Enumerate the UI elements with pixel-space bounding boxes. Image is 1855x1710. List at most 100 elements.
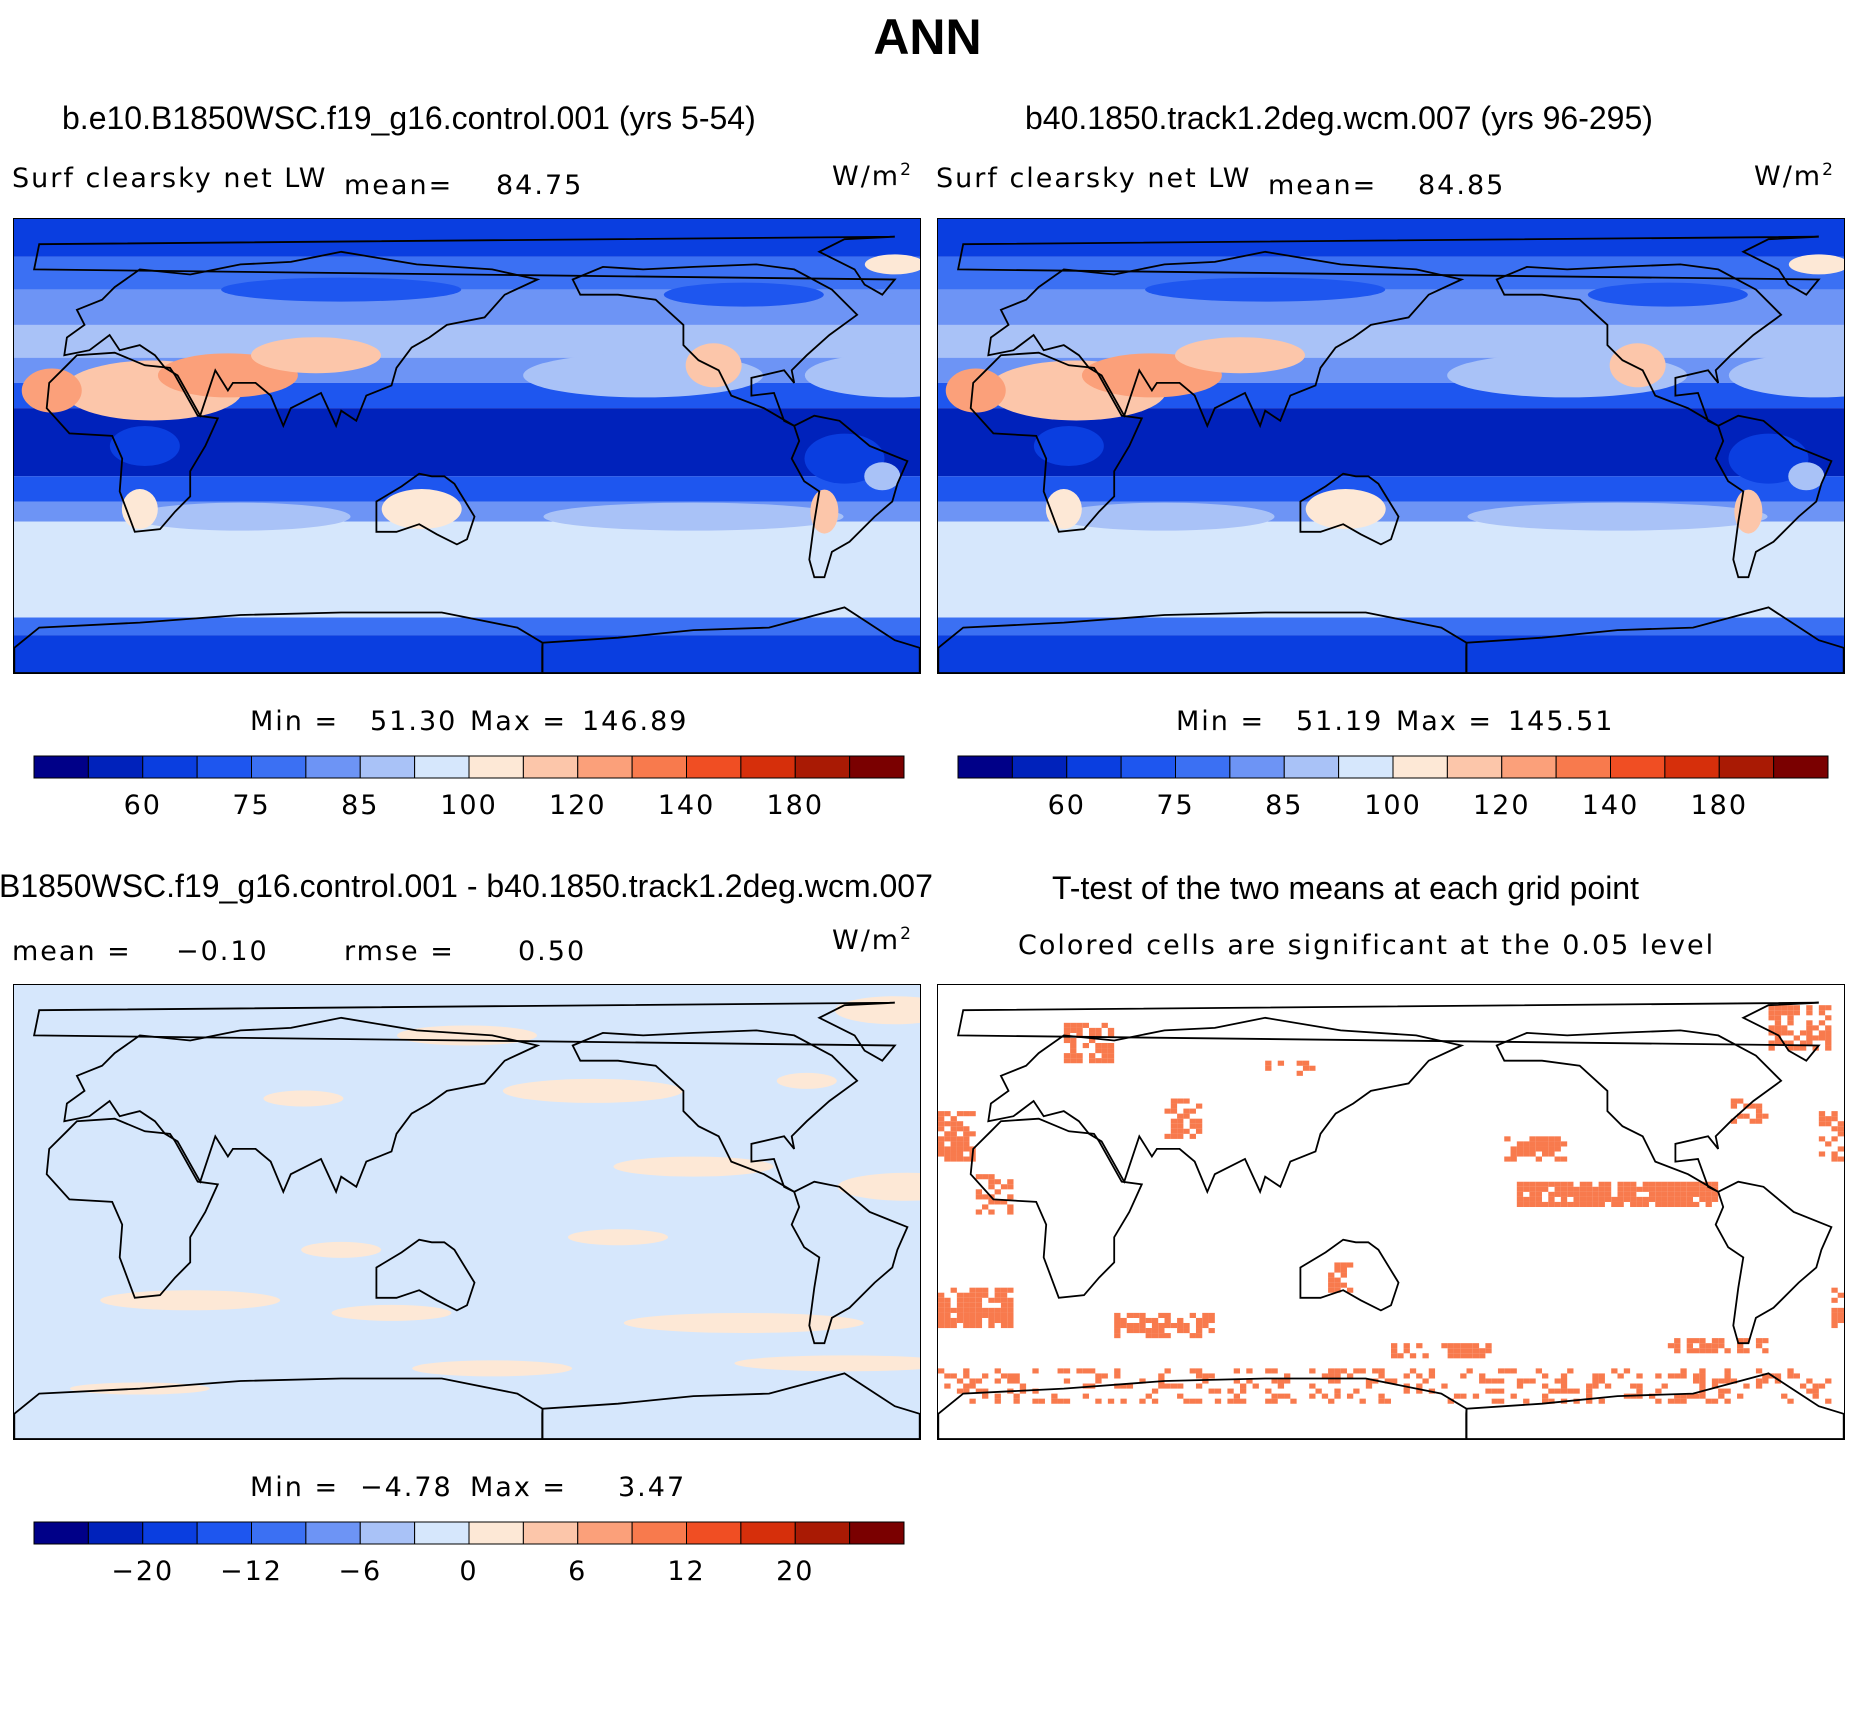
significant-cell <box>1447 1348 1454 1354</box>
significant-cell <box>1158 1328 1165 1334</box>
significant-cell <box>1365 1383 1373 1389</box>
significant-cell <box>1831 1151 1838 1157</box>
significant-cell <box>1095 1043 1102 1049</box>
colorbar-swatch <box>631 755 687 779</box>
colorbar-swatch <box>87 1521 144 1545</box>
significant-cell <box>975 1317 983 1324</box>
field-contour <box>100 1290 281 1311</box>
significant-cell <box>1655 1398 1662 1404</box>
significant-cell <box>1573 1191 1580 1197</box>
significant-cell <box>1825 1005 1832 1011</box>
significant-cell <box>1592 1373 1599 1379</box>
significant-cell <box>1195 1317 1203 1324</box>
significant-cell <box>975 1287 983 1293</box>
significant-cell <box>1195 1328 1203 1334</box>
significant-cell <box>1542 1186 1549 1192</box>
significant-cell <box>1114 1322 1121 1329</box>
significant-cell <box>1579 1181 1587 1187</box>
panel2-units: W/m2 <box>1754 160 1835 192</box>
significant-cell <box>1340 1282 1347 1288</box>
significant-cell <box>1516 1146 1524 1152</box>
significant-cell <box>938 1302 945 1308</box>
field-band <box>938 521 1844 618</box>
significant-cell <box>1195 1123 1203 1129</box>
significant-cell <box>1787 1373 1794 1379</box>
significant-cell <box>1510 1368 1517 1374</box>
significant-cell <box>1422 1353 1429 1359</box>
significant-cell <box>1189 1123 1196 1129</box>
field-band <box>14 617 920 636</box>
significant-cell <box>1346 1287 1354 1293</box>
significant-cell <box>1139 1378 1146 1384</box>
significant-cell <box>963 1373 970 1379</box>
significant-cell <box>1542 1146 1549 1152</box>
significant-cell <box>1019 1383 1027 1389</box>
field-contour <box>502 1078 683 1103</box>
significant-cell <box>982 1174 989 1180</box>
significant-cell <box>1038 1398 1045 1404</box>
significant-cell <box>1378 1373 1385 1379</box>
significant-cell <box>1548 1151 1555 1157</box>
field-contour <box>543 502 844 531</box>
panel2-mean-value: 84.85 <box>1418 170 1506 201</box>
coastline-antarctica <box>938 1377 1468 1439</box>
significant-cell <box>982 1388 989 1394</box>
significant-cell <box>1453 1348 1461 1354</box>
significant-cell <box>1271 1368 1278 1374</box>
significant-cell <box>1636 1383 1643 1389</box>
significant-cell <box>1139 1317 1146 1324</box>
significant-cell <box>1799 1383 1807 1389</box>
significant-cell <box>1315 1388 1322 1394</box>
significant-cell <box>1183 1128 1190 1134</box>
significant-cell <box>1818 1116 1826 1122</box>
significant-cell <box>1623 1368 1631 1374</box>
colorbar-swatch <box>1501 755 1557 779</box>
significant-cell <box>969 1297 976 1303</box>
significant-cell <box>969 1378 976 1384</box>
significant-cell <box>1529 1201 1536 1208</box>
significant-cell <box>1737 1338 1744 1344</box>
field-contour <box>381 489 462 530</box>
significant-cell <box>1560 1388 1568 1394</box>
significant-cell <box>1063 1368 1071 1374</box>
significant-cell <box>1573 1388 1580 1394</box>
significant-cell <box>1548 1196 1555 1202</box>
significant-cell <box>1277 1060 1285 1066</box>
significant-cell <box>1139 1322 1146 1329</box>
significant-cell <box>1630 1186 1637 1192</box>
field-contour <box>568 1229 668 1246</box>
significant-cell <box>1567 1186 1574 1192</box>
colorbar-tick-label: 180 <box>766 790 824 821</box>
field-contour <box>1788 462 1825 491</box>
significant-cell <box>1535 1186 1543 1192</box>
coastline-greenland <box>33 235 897 296</box>
significant-cell <box>1799 1045 1807 1051</box>
coastline-australia <box>375 1238 476 1312</box>
significant-cell <box>1774 1035 1782 1041</box>
significant-cell <box>1195 1333 1203 1339</box>
significant-cell <box>1177 1133 1184 1139</box>
significant-cell <box>963 1111 970 1117</box>
significant-cell <box>1548 1146 1555 1152</box>
significant-cell <box>1542 1393 1549 1399</box>
significant-cell <box>963 1141 970 1147</box>
coastline-greenland <box>33 1001 897 1062</box>
significant-cell <box>938 1307 945 1313</box>
significant-cell <box>1523 1201 1530 1208</box>
colorbar-swatch <box>1283 755 1340 779</box>
significant-cell <box>1661 1196 1668 1202</box>
colorbar-tick-label: −20 <box>111 1556 174 1587</box>
significant-cell <box>1453 1393 1461 1399</box>
significant-cell <box>1158 1383 1165 1389</box>
significant-cell <box>1114 1373 1121 1379</box>
panel3-rmse-value: 0.50 <box>518 936 587 967</box>
significant-cell <box>1743 1348 1750 1354</box>
significant-cell <box>1831 1287 1838 1293</box>
significant-cell <box>1542 1141 1549 1147</box>
colorbar-swatch <box>1555 755 1611 779</box>
significant-cell <box>1107 1048 1115 1054</box>
significant-cell <box>1007 1317 1014 1324</box>
significant-cell <box>1636 1196 1643 1202</box>
significant-cell <box>1774 1020 1782 1026</box>
significant-cell <box>1711 1181 1719 1187</box>
